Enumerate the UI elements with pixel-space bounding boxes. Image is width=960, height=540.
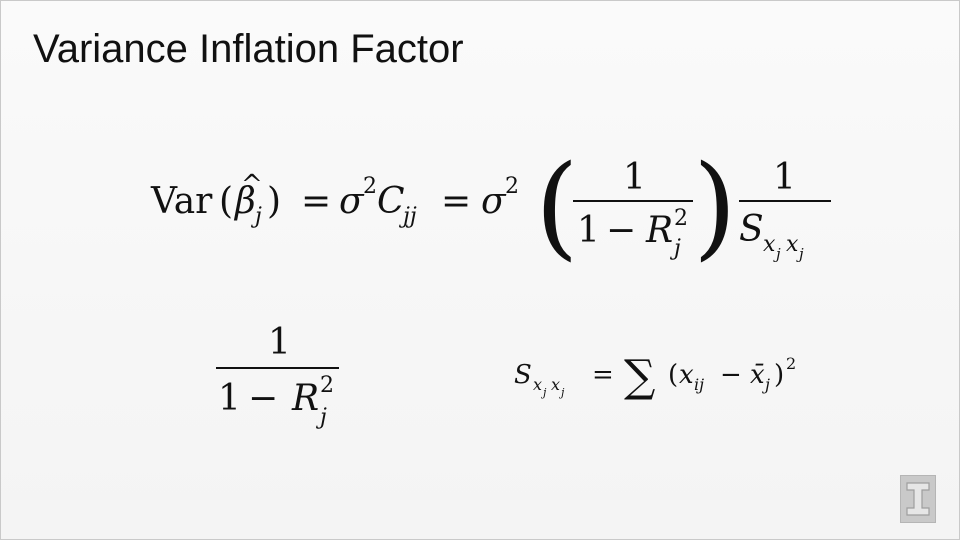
fraction-2-sub-x1: x	[763, 232, 776, 257]
var-paren-open: (	[219, 181, 233, 222]
equals-1: =	[301, 181, 331, 222]
sxx-paren-open: (	[668, 360, 678, 390]
fraction-1-minus: −	[606, 210, 636, 251]
university-block-i-icon	[900, 475, 936, 523]
sxx-equals: =	[592, 360, 614, 390]
var-paren-close: )	[267, 181, 281, 222]
sxx-x-subscript: ij	[694, 375, 704, 394]
c-subscript: jj	[398, 204, 417, 229]
sxx-x: x	[679, 360, 694, 390]
c-symbol: C	[377, 181, 405, 222]
sxx-square: 2	[786, 354, 796, 373]
sxx-paren-close: )	[774, 360, 784, 390]
var-operator: Var	[150, 181, 213, 222]
sxx-minus: −	[720, 360, 742, 390]
vif-r: R	[291, 378, 319, 419]
sxx-xbar-subscript: j	[762, 375, 770, 394]
fraction-2-s: S	[739, 209, 764, 250]
fraction-1-r: R	[645, 210, 673, 251]
sigma-2: σ	[481, 181, 507, 222]
sigma-2-square: 2	[505, 174, 519, 199]
fraction-1-numerator: 1	[623, 157, 646, 198]
fraction-2-numerator: 1	[773, 157, 796, 198]
beta-symbol: β	[233, 181, 256, 222]
sigma-1-square: 2	[363, 174, 377, 199]
fraction-2-sub-j2: j	[796, 245, 804, 263]
sxx-sub-x1: x	[533, 375, 542, 394]
vif-r-square: 2	[320, 373, 334, 398]
sxx-sub-j1: j	[540, 386, 547, 399]
fraction-1-r-square: 2	[674, 206, 688, 231]
equals-2: =	[441, 181, 471, 222]
vif-numerator: 1	[268, 322, 291, 363]
vif-minus: −	[248, 378, 278, 419]
sxx-sub-x2: x	[551, 375, 560, 394]
sxx-s: S	[514, 360, 532, 390]
fraction-2-sub-j1: j	[773, 245, 781, 263]
fraction-1-one: 1	[577, 210, 600, 251]
vif-equation: 1 1 − R 2 j	[216, 322, 339, 430]
big-paren-open: (	[535, 142, 579, 271]
sxx-xbar: x̄	[750, 360, 765, 390]
summation-icon: ∑	[624, 351, 655, 402]
beta-hat: ^	[241, 170, 263, 200]
sxx-equation: S x j x j = ∑ ( x ij − x̄ j ) 2	[514, 351, 796, 402]
fraction-2-sub-x2: x	[786, 232, 799, 257]
block-i-glyph	[906, 482, 930, 516]
sxx-sub-j2: j	[558, 386, 565, 399]
slide-title: Variance Inflation Factor	[33, 27, 464, 71]
vif-one: 1	[218, 378, 241, 419]
sigma-1: σ	[339, 181, 365, 222]
big-paren-close: )	[693, 142, 737, 271]
variance-equation: Var ( β ^ j ) = σ 2 C jj = σ 2 ( 1 1 − R…	[150, 142, 831, 271]
